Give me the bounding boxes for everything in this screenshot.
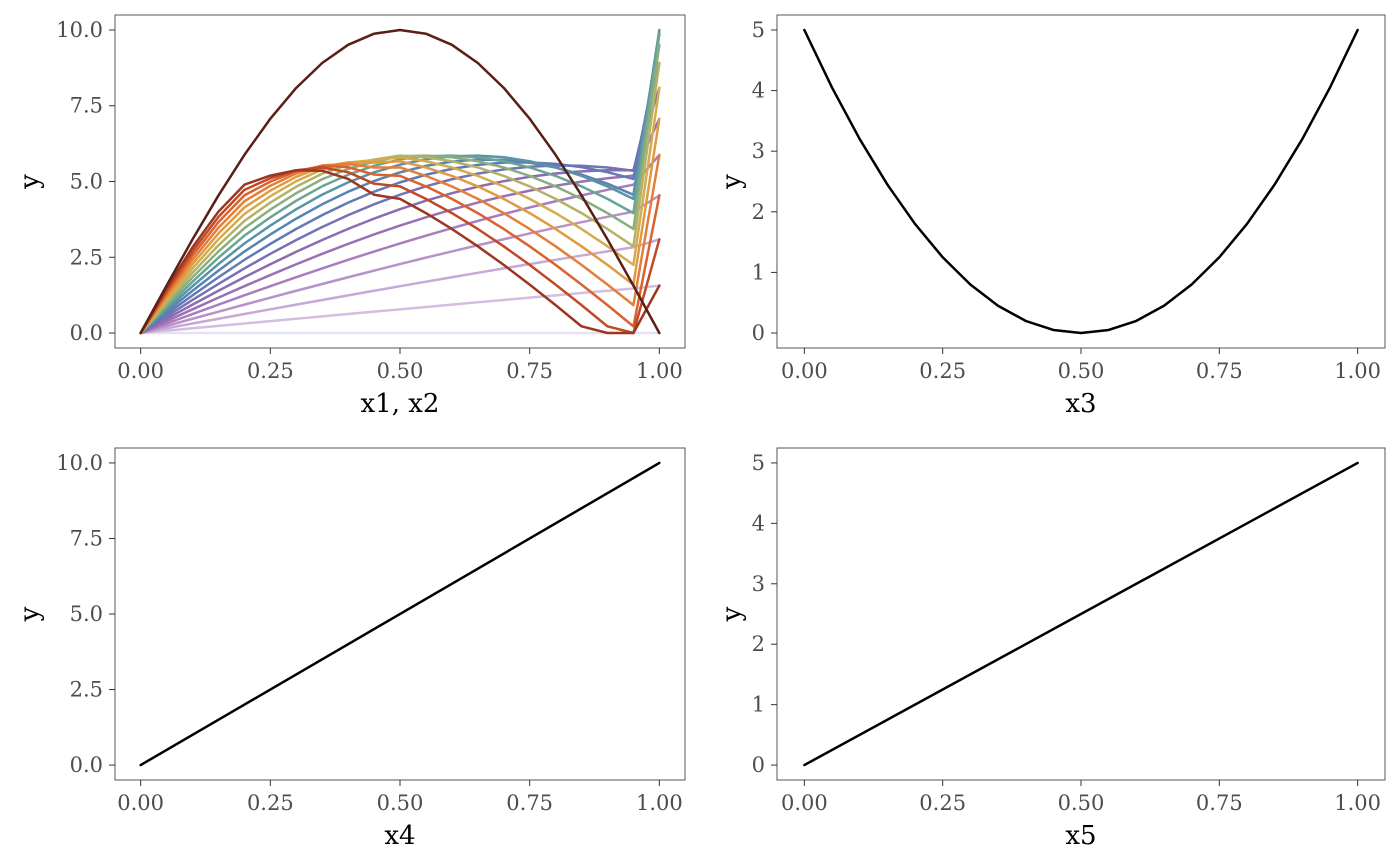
y-tick-label: 2.5 (70, 678, 103, 702)
series-line-16 (139, 117, 661, 335)
series-line-3 (139, 238, 661, 335)
x-tick-label: 0.25 (919, 359, 966, 383)
y-tick-label: 3 (752, 572, 765, 596)
series-line-17 (139, 153, 661, 335)
y-tick-label: 2 (752, 632, 765, 656)
y-tick-label: 2.5 (70, 245, 103, 269)
y-tick-label: 0 (752, 321, 765, 345)
series-group (139, 461, 661, 767)
series-line-1 (803, 28, 1359, 335)
chart-panel-1: 0.00 0.25 0.50 0.75 1.00 0.0 2.5 5.0 7.5 10.0 x1, … (15, 14, 686, 419)
series-line-11 (139, 28, 661, 335)
series-line-9 (139, 43, 661, 335)
series-line-14 (139, 61, 661, 335)
y-tick-label: 0.0 (70, 321, 103, 345)
series-line-1 (139, 461, 661, 767)
x-axis-title: x4 (384, 821, 415, 851)
x-tick-label: 0.25 (247, 791, 294, 815)
x-tick-label: 0.50 (1058, 359, 1105, 383)
y-tick-label: 7.5 (70, 94, 103, 118)
x-tick-label: 0.75 (1196, 359, 1243, 383)
series-line-5 (139, 153, 661, 335)
x-axis-title: x1, x2 (361, 389, 440, 419)
series-line-20 (139, 168, 661, 335)
x-tick-label: 0.25 (919, 791, 966, 815)
series-line-1 (803, 461, 1359, 767)
y-axis-title: y (717, 174, 747, 190)
x-tick-label: 1.00 (636, 791, 683, 815)
series-line-18 (139, 164, 661, 335)
series-group (139, 28, 661, 335)
x-tick-label: 0.50 (377, 791, 424, 815)
y-tick-label: 0 (752, 753, 765, 777)
y-tick-label: 4 (752, 79, 765, 103)
x-tick-label: 0.00 (781, 791, 828, 815)
y-tick-label: 10.0 (56, 18, 103, 42)
series-line-6 (139, 117, 661, 335)
y-tick-label: 10.0 (56, 451, 103, 475)
y-tick-label: 1 (752, 260, 765, 284)
panel-border (776, 14, 1386, 349)
y-tick-label: 0.0 (70, 753, 103, 777)
series-line-15 (139, 86, 661, 335)
chart-panel-2: 0.00 0.25 0.50 0.75 1.00 0 1 2 3 4 5 x3 y (717, 14, 1386, 419)
series-line-19 (139, 166, 661, 335)
x-axis-title: x5 (1065, 821, 1096, 851)
x-tick-label: 0.00 (117, 791, 164, 815)
y-axis-title: y (15, 174, 45, 190)
y-tick-label: 3 (752, 139, 765, 163)
x-tick-label: 0.75 (1196, 791, 1243, 815)
y-axis-title: y (717, 606, 747, 622)
x-tick-label: 0.00 (781, 359, 828, 383)
y-tick-label: 7.5 (70, 526, 103, 550)
y-tick-label: 5 (752, 18, 765, 42)
x-tick-label: 1.00 (636, 359, 683, 383)
x-tick-label: 1.00 (1334, 359, 1381, 383)
x-tick-label: 0.75 (506, 791, 553, 815)
y-tick-label: 2 (752, 200, 765, 224)
chart-panel-3: 0.00 0.25 0.50 0.75 1.00 0.0 2.5 5.0 7.5 10.0 x4 y (15, 447, 686, 851)
x-tick-label: 0.50 (377, 359, 424, 383)
series-line-2 (139, 284, 661, 335)
x-tick-label: 0.75 (506, 359, 553, 383)
x-tick-label: 1.00 (1334, 791, 1381, 815)
y-tick-label: 5.0 (70, 170, 103, 194)
y-axis-title: y (15, 606, 45, 622)
y-tick-label: 5 (752, 451, 765, 475)
y-tick-label: 5.0 (70, 602, 103, 626)
series-line-21 (139, 28, 661, 335)
x-tick-label: 0.00 (117, 359, 164, 383)
x-axis-title: x3 (1065, 389, 1096, 419)
series-group (803, 28, 1359, 335)
y-tick-label: 1 (752, 693, 765, 717)
x-tick-label: 0.50 (1058, 791, 1105, 815)
x-tick-label: 0.25 (247, 359, 294, 383)
series-group (803, 461, 1359, 767)
y-tick-label: 4 (752, 511, 765, 535)
chart-panel-4: 0.00 0.25 0.50 0.75 1.00 0 1 2 3 4 5 x5 y (717, 447, 1386, 851)
